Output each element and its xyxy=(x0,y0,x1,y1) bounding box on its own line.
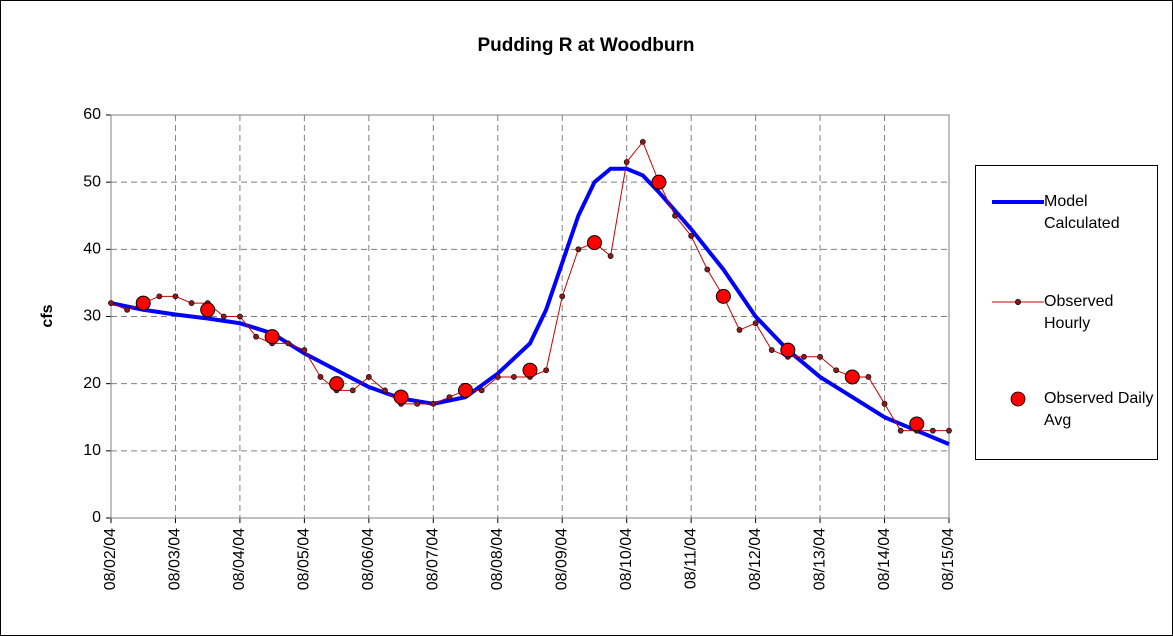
y-tick-label: 10 xyxy=(83,442,101,459)
x-tick-label: 08/10/04 xyxy=(618,528,635,590)
x-tick-label: 08/09/04 xyxy=(553,528,570,590)
data-point xyxy=(124,306,131,313)
data-point xyxy=(349,387,356,394)
data-point xyxy=(801,353,807,360)
data-point xyxy=(909,416,925,432)
data-point xyxy=(317,374,324,380)
data-point xyxy=(253,333,259,340)
data-point xyxy=(881,400,888,407)
plot-border xyxy=(110,114,950,519)
legend-label: Model Calculated xyxy=(1044,193,1120,232)
y-axis-label: cfs xyxy=(39,304,56,327)
data-point xyxy=(135,295,151,311)
legend-swatch xyxy=(992,298,1044,305)
data-point xyxy=(817,353,823,360)
x-tick-label: 08/13/04 xyxy=(811,528,828,590)
data-point xyxy=(865,374,872,380)
x-tick-label: 08/14/04 xyxy=(876,528,893,590)
legend-swatch xyxy=(992,200,1044,204)
data-point xyxy=(688,232,695,239)
data-point xyxy=(736,327,743,333)
data-point xyxy=(494,374,501,380)
legend: Model Calculated Observed Hourly Observed … xyxy=(975,165,1158,460)
data-point xyxy=(559,293,566,300)
data-point xyxy=(929,427,936,434)
y-tick-label: 60 xyxy=(83,106,101,123)
x-tick-label: 08/07/04 xyxy=(425,528,442,590)
data-point xyxy=(780,342,796,358)
data-point xyxy=(704,266,711,273)
data-point xyxy=(478,387,485,394)
data-point xyxy=(833,367,840,374)
x-tick-label: 08/08/04 xyxy=(489,528,506,590)
data-point xyxy=(522,362,538,378)
y-tick-label: 50 xyxy=(83,173,101,190)
data-point xyxy=(607,253,614,259)
legend-swatch xyxy=(1010,391,1026,407)
data-point xyxy=(543,367,550,374)
data-point xyxy=(200,302,216,318)
legend-marker xyxy=(1010,391,1026,407)
data-point xyxy=(575,246,582,253)
data-point xyxy=(414,400,421,407)
x-tick-label: 08/06/04 xyxy=(360,528,377,590)
data-point xyxy=(285,340,292,347)
data-point xyxy=(768,347,775,353)
data-point xyxy=(752,320,759,327)
data-point xyxy=(301,347,308,353)
data-point xyxy=(672,212,678,219)
y-tick-label: 40 xyxy=(83,241,101,258)
data-point xyxy=(639,138,646,145)
x-tick-label: 08/03/04 xyxy=(167,528,184,590)
data-point xyxy=(365,374,372,380)
x-tick-label: 08/05/04 xyxy=(296,528,313,590)
data-point xyxy=(393,389,409,405)
data-point xyxy=(623,159,630,165)
legend-marker xyxy=(1014,298,1021,305)
data-point xyxy=(844,369,860,385)
data-point xyxy=(458,382,474,398)
data-point xyxy=(382,387,388,394)
x-tick-label: 08/04/04 xyxy=(231,528,248,590)
data-point xyxy=(651,174,667,190)
data-point xyxy=(510,374,517,380)
data-point xyxy=(237,313,243,320)
data-point xyxy=(715,288,731,304)
x-tick-label: 08/12/04 xyxy=(747,528,764,590)
data-point xyxy=(220,313,227,320)
data-point xyxy=(188,300,195,306)
x-tick-label: 08/02/04 xyxy=(102,528,119,590)
data-point xyxy=(586,235,602,251)
legend-label: Observed Daily Avg xyxy=(1044,390,1154,429)
x-tick-label: 08/11/04 xyxy=(682,528,699,589)
legend-label: Observed Hourly xyxy=(1044,293,1114,332)
data-point xyxy=(329,376,345,392)
data-point xyxy=(156,293,163,300)
data-point xyxy=(446,394,453,400)
y-tick-label: 0 xyxy=(92,509,101,526)
data-point xyxy=(897,427,904,434)
data-point xyxy=(946,427,952,434)
plot-area xyxy=(111,115,949,518)
data-point xyxy=(430,400,437,407)
data-point xyxy=(108,300,114,306)
data-point xyxy=(264,329,280,345)
x-tick-label: 08/15/04 xyxy=(940,528,957,590)
y-tick-label: 20 xyxy=(83,375,101,392)
data-point xyxy=(172,293,179,300)
y-tick-label: 30 xyxy=(83,308,101,325)
chart-title: Pudding R at Woodburn xyxy=(477,35,694,56)
